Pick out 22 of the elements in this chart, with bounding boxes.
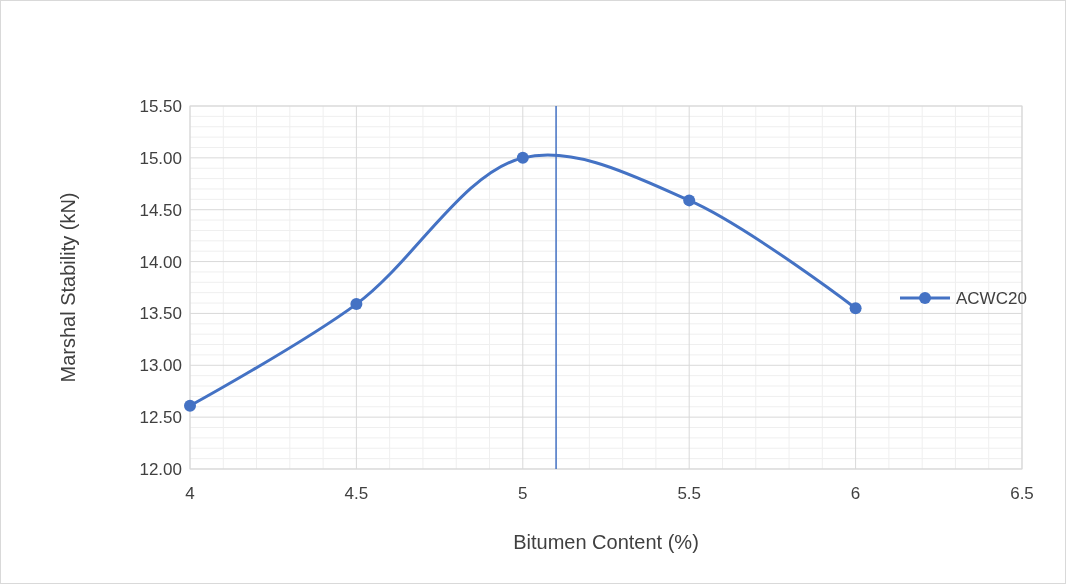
y-tick-label: 15.00 <box>139 148 182 168</box>
x-tick-label: 6.5 <box>1010 484 1034 503</box>
y-tick-label: 15.50 <box>139 96 182 116</box>
y-tick-label: 13.00 <box>139 356 182 376</box>
point <box>683 194 696 207</box>
point <box>184 399 196 412</box>
y-tick-label: 12.50 <box>139 408 182 428</box>
point <box>849 302 862 315</box>
legend-label: ACWC20 <box>956 288 1027 308</box>
x-tick-label: 5.5 <box>677 484 702 503</box>
x-tick-label: 4.5 <box>344 484 369 503</box>
y-axis-title: Marshal Stability (kN) <box>57 192 79 383</box>
y-tick-label: 13.50 <box>139 304 182 324</box>
x-tick-label: 4 <box>185 484 195 503</box>
y-tick-label: 14.00 <box>139 252 182 272</box>
x-axis-title: Bitumen Content (%) <box>513 531 699 553</box>
x-tick-label: 6 <box>850 484 861 503</box>
point <box>516 151 529 164</box>
y-tick-label: 14.50 <box>139 200 182 220</box>
point <box>350 298 363 311</box>
y-tick-label: 12.00 <box>139 459 182 479</box>
x-tick-label: 5 <box>518 484 528 503</box>
